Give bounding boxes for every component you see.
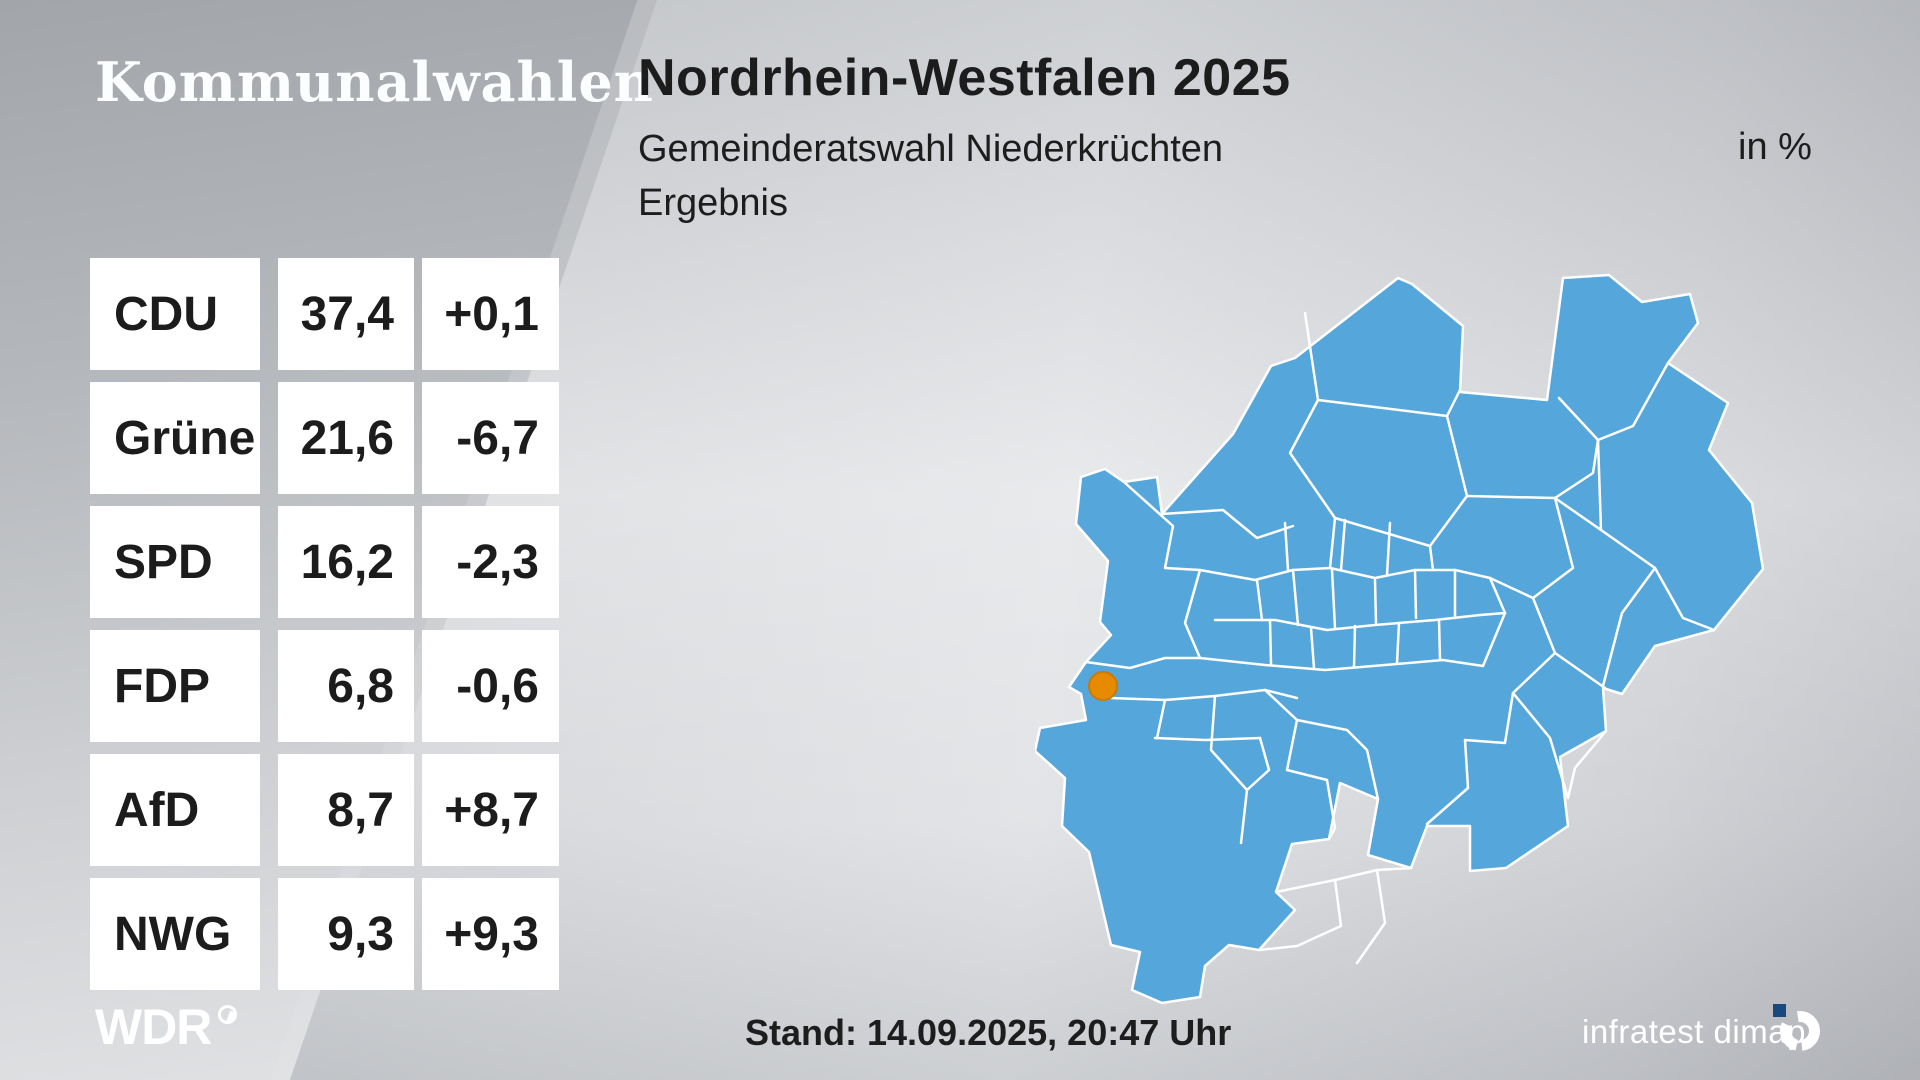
ard-circle-icon (218, 1005, 238, 1024)
party-name-cell: AfD (90, 754, 260, 866)
party-value-cell: 6,8 (278, 630, 414, 742)
nrw-map (1035, 273, 1765, 1005)
party-change-cell: -6,7 (422, 382, 559, 494)
party-change-cell: -2,3 (422, 506, 559, 618)
party-change-cell: +8,7 (422, 754, 559, 866)
program-title: Kommunalwahlen (95, 50, 654, 114)
wdr-logo: WDR (95, 999, 238, 1055)
unit-label: in % (1738, 126, 1812, 168)
result-label: Ergebnis (638, 182, 788, 224)
party-value-cell: 37,4 (278, 258, 414, 370)
page-title: Nordrhein-Westfalen 2025 (638, 49, 1291, 107)
source-label: infratest dimap (1582, 1013, 1806, 1050)
party-value-cell: 9,3 (278, 878, 414, 990)
party-name-cell: CDU (90, 258, 260, 370)
party-name-cell: SPD (90, 506, 260, 618)
party-change-cell: -0,6 (422, 630, 559, 742)
party-name-cell: Grüne (90, 382, 260, 494)
party-change-cell: +9,3 (422, 878, 559, 990)
wdr-logo-text: WDR (95, 999, 212, 1055)
location-marker (1088, 671, 1118, 701)
party-name-cell: FDP (90, 630, 260, 742)
timestamp: Stand: 14.09.2025, 20:47 Uhr (745, 1012, 1232, 1053)
party-change-cell: +0,1 (422, 258, 559, 370)
party-name-cell: NWG (90, 878, 260, 990)
party-value-cell: 21,6 (278, 382, 414, 494)
infratest-dimap-logo-icon (1773, 1004, 1820, 1051)
district-borders (1084, 311, 1716, 965)
party-value-cell: 16,2 (278, 506, 414, 618)
party-value-cell: 8,7 (278, 754, 414, 866)
page-subtitle: Gemeinderatswahl Niederkrüchten (638, 128, 1224, 170)
